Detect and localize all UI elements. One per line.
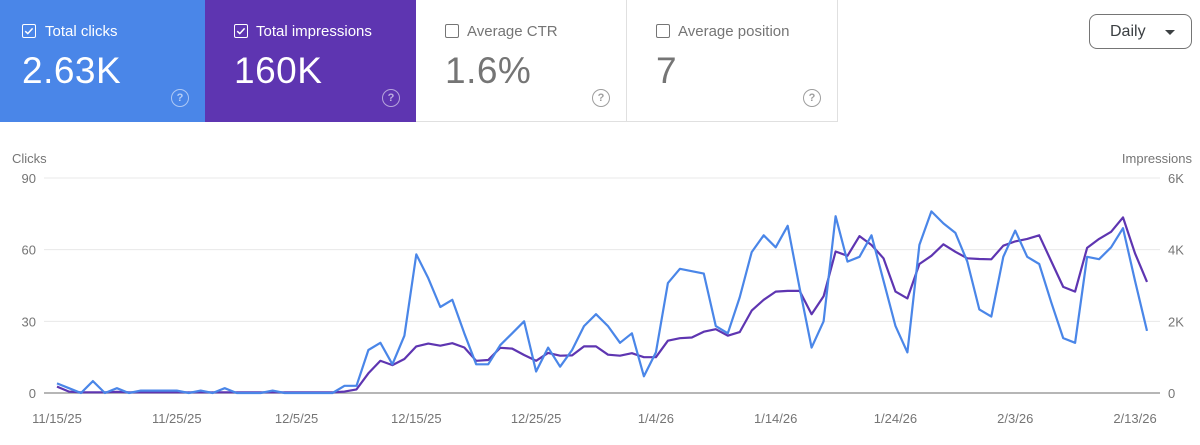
left-tick-label: 90 [22, 171, 36, 186]
card-total-clicks[interactable]: Total clicks 2.63K ? [0, 0, 205, 122]
help-icon[interactable]: ? [803, 89, 821, 107]
checkbox-unchecked-icon[interactable] [656, 24, 670, 38]
checkbox-checked-icon[interactable] [234, 24, 248, 38]
right-tick-label: 6K [1168, 171, 1184, 186]
card-label: Total clicks [45, 23, 118, 40]
help-icon[interactable]: ? [171, 89, 189, 107]
card-label: Total impressions [256, 23, 372, 40]
left-axis-label: Clicks [12, 151, 47, 166]
x-tick-label: 12/15/25 [391, 411, 442, 426]
help-icon[interactable]: ? [592, 89, 610, 107]
card-value: 7 [656, 50, 678, 91]
x-tick-label: 2/13/26 [1113, 411, 1156, 426]
x-tick-label: 1/24/26 [874, 411, 917, 426]
series-line-impressions [56, 216, 1149, 394]
card-label: Average CTR [467, 23, 558, 40]
right-tick-label: 4K [1168, 243, 1184, 258]
left-tick-label: 30 [22, 314, 36, 329]
granularity-selected: Daily [1110, 23, 1146, 40]
card-total-impressions[interactable]: Total impressions 160K ? [205, 0, 416, 122]
performance-chart: Clicks Impressions 0 30 60 90 0 2K 4K 6K 11/15… [12, 151, 1193, 426]
checkbox-unchecked-icon[interactable] [445, 24, 459, 38]
x-tick-label: 12/25/25 [511, 411, 562, 426]
right-tick-label: 2K [1168, 314, 1184, 329]
series-line-clicks [56, 210, 1149, 395]
right-axis-label: Impressions [1122, 151, 1193, 166]
help-icon[interactable]: ? [382, 89, 400, 107]
card-average-position[interactable]: Average position 7 ? [627, 0, 838, 122]
left-tick-label: 60 [22, 243, 36, 258]
x-tick-label: 11/25/25 [152, 411, 202, 426]
left-tick-label: 0 [29, 386, 36, 401]
card-average-ctr[interactable]: Average CTR 1.6% ? [416, 0, 627, 122]
x-tick-label: 1/4/26 [638, 411, 674, 426]
right-tick-label: 0 [1168, 386, 1175, 401]
x-tick-label: 12/5/25 [275, 411, 318, 426]
card-value: 160K [234, 50, 323, 91]
x-tick-label: 1/14/26 [754, 411, 797, 426]
metric-cards: Total clicks 2.63K ? Total impressions 1… [0, 0, 838, 122]
card-value: 1.6% [445, 50, 532, 91]
granularity-dropdown[interactable]: Daily [1089, 14, 1192, 49]
card-value: 2.63K [22, 50, 122, 91]
x-tick-label: 2/3/26 [997, 411, 1033, 426]
dropdown-arrow-icon [1165, 30, 1175, 35]
x-tick-label: 11/15/25 [32, 411, 82, 426]
card-label: Average position [678, 23, 790, 40]
checkbox-checked-icon[interactable] [22, 24, 36, 38]
